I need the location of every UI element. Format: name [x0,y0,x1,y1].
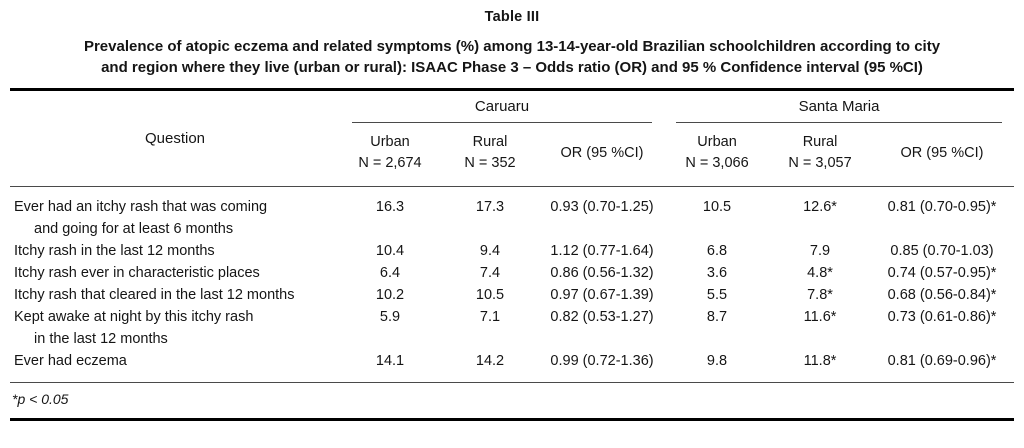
value-cell-caruaru-or: 0.82 (0.53-1.27) [550,309,654,325]
value-cell-santa-maria-or: 0.81 (0.70-0.95)* [887,199,997,215]
question-line1: Itchy rash that cleared in the last 12 m… [14,287,295,303]
table-caption-line-2: and region where they live (urban or rur… [101,59,923,76]
table-caption: Prevalence of atopic eczema and related … [10,36,1014,78]
value-cell-santa-maria-rural: 11.6* [803,309,837,325]
value-cell-caruaru-urban: 14.1 [375,353,405,369]
question-cell: Ever had an itchy rash that was coming a… [10,187,340,241]
value-cell-caruaru-urban: 5.9 [379,309,401,325]
footnote-row: *p < 0.05 [10,382,1015,420]
column-header-line1: Urban [370,134,410,150]
value-cell-caruaru-urban: 16.3 [375,199,405,215]
value-cell-santa-maria-or: 0.81 (0.69-0.96)* [887,353,997,369]
table-body: Ever had an itchy rash that was coming a… [10,187,1014,383]
table-number-title: Table III [484,9,540,25]
value-cell-caruaru-rural: 7.4 [479,265,501,281]
value-cell-caruaru-urban: 10.4 [375,243,405,259]
footnote: *p < 0.05 [10,382,1015,420]
column-header-caruaru-rural: Rural N = 352 [440,123,540,187]
column-header-line2: N = 3,066 [685,155,749,171]
column-header-caruaru-or: OR (95 %CI) [540,123,664,187]
value-cell-santa-maria-rural: 11.8* [803,353,837,369]
question-line1: Itchy rash ever in characteristic places [14,265,260,281]
value-cell-santa-maria-urban: 6.8 [706,243,728,259]
column-header-santa-maria-or: OR (95 %CI) [870,123,1014,187]
group-header-santa-maria: Santa Maria [664,90,1014,123]
value-cell-santa-maria-urban: 8.7 [706,309,728,325]
column-header-caruaru-urban: Urban N = 2,674 [340,123,440,187]
prevalence-table: Question Caruaru Santa Maria Urban N = 2… [10,88,1015,421]
value-cell-santa-maria-rural: 4.8* [807,265,833,281]
table-footer: *p < 0.05 [10,382,1015,420]
value-cell-santa-maria-rural: 7.8* [807,287,833,303]
value-cell-caruaru-rural: 17.3 [475,199,505,215]
column-header-line1: Rural [472,134,508,150]
value-cell-santa-maria-rural: 7.9 [809,243,831,259]
value-cell-santa-maria-urban: 10.5 [702,199,732,215]
group-header-caruaru: Caruaru [340,90,664,123]
question-line1: Itchy rash in the last 12 months [14,243,215,259]
column-header-row: Urban N = 2,674 Rural N = 352 OR (95 %CI… [10,123,1014,187]
column-header-line1: OR (95 %CI) [560,144,644,161]
table-row: Itchy rash in the last 12 months 10.4 9.… [10,240,1014,262]
table-row: Itchy rash that cleared in the last 12 m… [10,284,1014,306]
question-line1: Ever had an itchy rash that was coming [14,199,268,215]
table-row: Ever had an itchy rash that was coming a… [10,187,1014,241]
question-line1: Kept awake at night by this itchy rash [14,309,254,325]
question-cell: Itchy rash ever in characteristic places [10,262,340,284]
question-cell: Ever had eczema [10,350,340,383]
value-cell-caruaru-or: 0.97 (0.67-1.39) [550,287,654,303]
value-cell-caruaru-rural: 7.1 [479,309,501,325]
value-cell-santa-maria-rural: 12.6* [803,199,837,215]
value-cell-caruaru-or: 0.86 (0.56-1.32) [550,265,654,281]
value-cell-caruaru-or: 0.99 (0.72-1.36) [550,353,654,369]
column-header-line1: Rural [802,134,838,150]
table-row: Kept awake at night by this itchy rash i… [10,306,1014,350]
group-label-caruaru: Caruaru [352,98,653,123]
value-cell-caruaru-rural: 9.4 [479,243,501,259]
column-header-line2: N = 3,057 [788,155,852,171]
group-label-santa-maria: Santa Maria [676,98,1003,123]
column-header-line1: Urban [697,134,737,150]
value-cell-caruaru-or: 1.12 (0.77-1.64) [550,243,654,259]
question-cell: Kept awake at night by this itchy rash i… [10,306,340,350]
value-cell-santa-maria-urban: 5.5 [706,287,728,303]
document-page: Table III Prevalence of atopic eczema an… [10,9,1015,421]
column-header-line2: N = 352 [464,155,516,171]
value-cell-caruaru-rural: 10.5 [475,287,505,303]
table-row: Ever had eczema 14.1 14.2 0.99 (0.72-1.3… [10,350,1014,383]
column-header-line2: N = 2,674 [358,155,422,171]
value-cell-caruaru-urban: 10.2 [375,287,405,303]
table-caption-line-1: Prevalence of atopic eczema and related … [83,38,941,55]
question-line1: Ever had eczema [14,353,127,369]
value-cell-santa-maria-urban: 3.6 [706,265,728,281]
group-header-row: Question Caruaru Santa Maria [10,90,1014,147]
table-row: Itchy rash ever in characteristic places… [10,262,1014,284]
value-cell-santa-maria-urban: 9.8 [706,353,728,369]
value-cell-santa-maria-or: 0.68 (0.56-0.84)* [887,287,997,303]
question-cell: Itchy rash that cleared in the last 12 m… [10,284,340,306]
value-cell-santa-maria-or: 0.74 (0.57-0.95)* [887,265,997,281]
question-line2: and going for at least 6 months [34,221,234,237]
value-cell-caruaru-or: 0.93 (0.70-1.25) [550,199,654,215]
value-cell-caruaru-urban: 6.4 [379,265,401,281]
value-cell-santa-maria-or: 0.85 (0.70-1.03) [890,243,994,259]
column-header-santa-maria-urban: Urban N = 3,066 [664,123,770,187]
column-header-line1: OR (95 %CI) [900,144,984,161]
table-header: Question Caruaru Santa Maria Urban N = 2… [10,90,1015,187]
question-cell: Itchy rash in the last 12 months [10,240,340,262]
value-cell-santa-maria-or: 0.73 (0.61-0.86)* [887,309,997,325]
question-column-header: Question [144,130,206,147]
question-line2: in the last 12 months [34,331,168,347]
column-header-santa-maria-rural: Rural N = 3,057 [770,123,870,187]
value-cell-caruaru-rural: 14.2 [475,353,505,369]
